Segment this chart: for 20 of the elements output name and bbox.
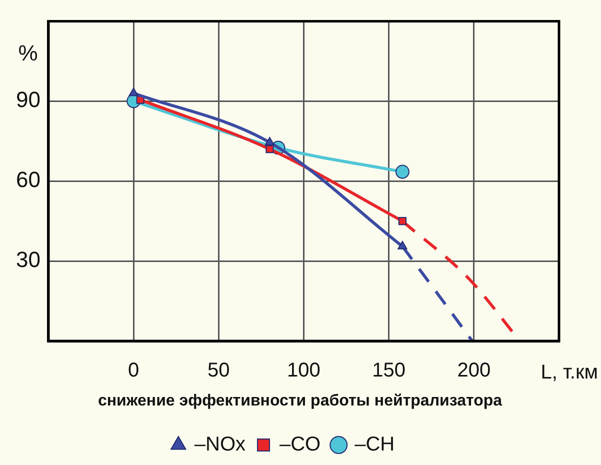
point — [264, 136, 275, 146]
point — [398, 217, 406, 226]
y-tick-label: 90 — [16, 87, 40, 112]
point — [398, 240, 408, 250]
x-axis-title: L, т.км — [540, 362, 598, 384]
legend-label: –CH — [354, 434, 395, 456]
y-axis-title: % — [18, 40, 38, 66]
text: снижение эффективности работы нейтрализатора — [98, 392, 502, 410]
point — [128, 88, 138, 96]
y-tick-label: 30 — [16, 247, 40, 272]
legend-label: –CO — [279, 434, 321, 456]
x-tick-label: 100 — [287, 360, 320, 382]
x-tick-label: 200 — [457, 360, 491, 382]
y-tick-label: 60 — [16, 167, 40, 192]
point — [266, 145, 274, 154]
x-tick-label: 150 — [372, 360, 406, 382]
x-tick-label: 0 — [128, 360, 140, 382]
legend-label: –NOx — [194, 434, 246, 456]
point — [395, 164, 410, 179]
x-tick-label: 50 — [208, 360, 230, 382]
